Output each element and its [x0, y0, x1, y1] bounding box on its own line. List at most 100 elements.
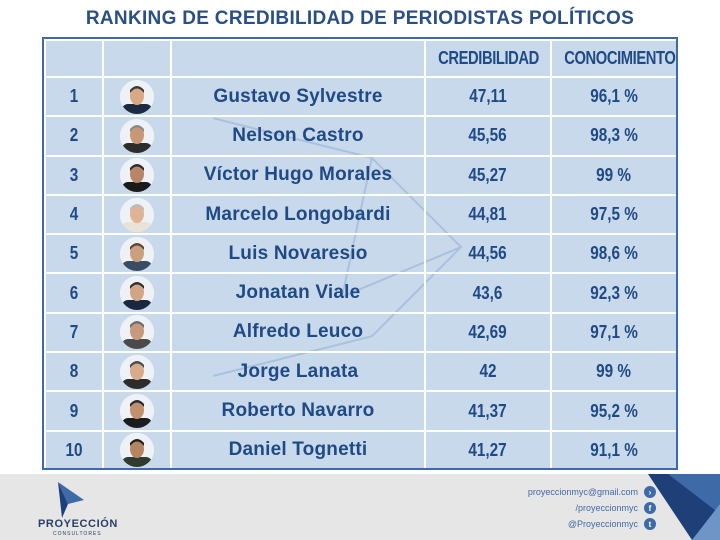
facebook-icon: f: [644, 502, 656, 514]
avatar-icon: [120, 394, 154, 429]
knowledge-cell: 96,1 %: [550, 75, 676, 118]
credibility-cell: 45,27: [424, 154, 552, 196]
rank-cell: 9: [44, 390, 104, 432]
avatar-icon: [120, 276, 154, 311]
footer: [0, 474, 720, 540]
header-credibility: CREDIBILIDAD: [424, 39, 552, 78]
credibility-cell: 41,37: [424, 390, 552, 432]
name-cell: Víctor Hugo Morales: [170, 154, 426, 196]
credibility-value: 41,27: [468, 439, 508, 460]
contact-email[interactable]: proyeccionmyc@gmail.com ›: [528, 484, 656, 500]
name-cell: Daniel Tognetti: [170, 429, 426, 468]
rank-value: 4: [69, 204, 79, 225]
brand-subtitle: CONSULTORES: [53, 531, 102, 537]
photo-cell: [102, 154, 172, 196]
rank-value: 10: [65, 439, 83, 460]
knowledge-cell: 91,1 %: [550, 429, 676, 468]
header-knowledge-label: CONOCIMIENTO: [564, 48, 676, 68]
photo-cell: [102, 390, 172, 432]
table-row: 5 Luis Novaresio 44,56 98,6 %: [44, 233, 676, 275]
knowledge-value: 95,2 %: [590, 400, 638, 421]
credibility-value: 42: [479, 361, 497, 382]
header-credibility-label: CREDIBILIDAD: [437, 48, 539, 68]
name-cell: Gustavo Sylvestre: [170, 75, 426, 118]
credibility-value: 42,69: [468, 321, 508, 342]
credibility-value: 41,37: [468, 400, 508, 421]
rank-cell: 10: [44, 429, 104, 468]
name-cell: Jonatan Viale: [170, 272, 426, 314]
credibility-cell: 42,69: [424, 311, 552, 354]
table-row: 2 Nelson Castro 45,56 98,3 %: [44, 115, 676, 157]
contact-facebook-text: /proyeccionmyc: [575, 503, 638, 513]
brand-name: PROYECCIÓN: [38, 518, 118, 530]
knowledge-cell: 98,3 %: [550, 115, 676, 157]
arrow-icon: ›: [644, 486, 656, 498]
knowledge-value: 99 %: [596, 164, 632, 185]
rank-value: 5: [69, 243, 79, 264]
ranking-table: CREDIBILIDAD CONOCIMIENTO 1 Gustavo Sylve…: [42, 37, 678, 470]
knowledge-cell: 95,2 %: [550, 390, 676, 432]
avatar-icon: [120, 79, 154, 114]
contact-facebook[interactable]: /proyeccionmyc f: [528, 500, 656, 516]
rank-cell: 1: [44, 75, 104, 118]
table-row: 10 Daniel Tognetti 41,27 91,1 %: [44, 429, 676, 468]
knowledge-value: 98,6 %: [590, 243, 638, 264]
knowledge-cell: 97,5 %: [550, 193, 676, 236]
photo-cell: [102, 75, 172, 118]
rank-cell: 5: [44, 233, 104, 275]
knowledge-value: 99 %: [596, 361, 632, 382]
proyeccion-logo-icon: [58, 482, 84, 518]
rank-value: 3: [69, 164, 79, 185]
table-row: 6 Jonatan Viale 43,6 92,3 %: [44, 272, 676, 314]
rank-value: 9: [69, 400, 79, 421]
credibility-value: 44,56: [468, 243, 508, 264]
header-photo: [102, 39, 172, 78]
knowledge-value: 91,1 %: [590, 439, 638, 460]
avatar-icon: [120, 354, 154, 389]
photo-cell: [102, 233, 172, 275]
credibility-cell: 42: [424, 351, 552, 393]
credibility-value: 44,81: [468, 204, 508, 225]
header-knowledge: CONOCIMIENTO: [550, 39, 676, 78]
credibility-cell: 45,56: [424, 115, 552, 157]
photo-cell: [102, 115, 172, 157]
name-cell: Nelson Castro: [170, 115, 426, 157]
name-cell: Luis Novaresio: [170, 233, 426, 275]
table-row: 7 Alfredo Leuco 42,69 97,1 %: [44, 311, 676, 354]
photo-cell: [102, 272, 172, 314]
avatar-icon: [120, 236, 154, 271]
name-cell: Alfredo Leuco: [170, 311, 426, 354]
avatar-icon: [120, 118, 154, 153]
table-row: 3 Víctor Hugo Morales 45,27 99 %: [44, 154, 676, 196]
rank-value: 2: [69, 125, 79, 146]
contact-twitter[interactable]: @Proyeccionmyc t: [528, 516, 656, 532]
rank-cell: 3: [44, 154, 104, 196]
credibility-cell: 44,81: [424, 193, 552, 236]
rank-cell: 8: [44, 351, 104, 393]
header-rank: [44, 39, 104, 78]
corner-decoration: [648, 474, 720, 540]
credibility-cell: 41,27: [424, 429, 552, 468]
credibility-cell: 43,6: [424, 272, 552, 314]
knowledge-cell: 98,6 %: [550, 233, 676, 275]
avatar-icon: [120, 158, 154, 193]
header-name: [170, 39, 426, 78]
knowledge-value: 98,3 %: [590, 125, 638, 146]
table-row: 1 Gustavo Sylvestre 47,11 96,1 %: [44, 75, 676, 118]
knowledge-value: 92,3 %: [590, 282, 638, 303]
contact-list: proyeccionmyc@gmail.com › /proyeccionmyc…: [528, 484, 656, 532]
name-cell: Roberto Navarro: [170, 390, 426, 432]
rank-cell: 4: [44, 193, 104, 236]
credibility-value: 47,11: [469, 86, 507, 107]
credibility-value: 45,56: [468, 125, 508, 146]
rank-value: 6: [69, 282, 79, 303]
avatar-icon: [120, 433, 154, 468]
page-title: RANKING DE CREDIBILIDAD DE PERIODISTAS P…: [85, 8, 635, 29]
knowledge-cell: 99 %: [550, 351, 676, 393]
knowledge-value: 96,1 %: [590, 86, 638, 107]
contact-email-text: proyeccionmyc@gmail.com: [527, 487, 638, 497]
photo-cell: [102, 429, 172, 468]
rank-cell: 7: [44, 311, 104, 354]
rank-cell: 2: [44, 115, 104, 157]
table-row: 8 Jorge Lanata 42 99 %: [44, 351, 676, 393]
